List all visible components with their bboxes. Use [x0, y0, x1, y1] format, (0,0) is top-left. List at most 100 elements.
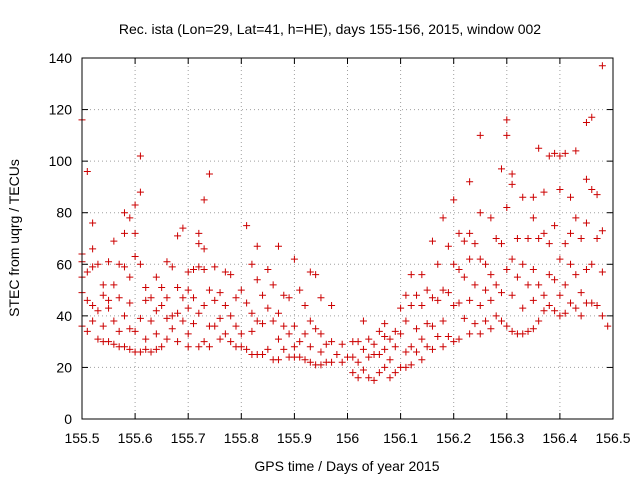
data-point [466, 229, 474, 237]
data-point [402, 317, 410, 325]
data-point [338, 358, 346, 366]
data-point [375, 327, 383, 335]
data-point [136, 348, 144, 356]
data-point [497, 317, 505, 325]
data-point [508, 180, 516, 188]
data-point [89, 245, 97, 253]
x-tick-label: 156.3 [489, 430, 524, 446]
data-point [460, 314, 468, 322]
data-point [317, 330, 325, 338]
data-point [418, 302, 426, 310]
data-point [264, 304, 272, 312]
data-point [503, 322, 511, 330]
data-point [126, 325, 134, 333]
data-point [136, 260, 144, 268]
x-tick-label: 155.7 [171, 430, 206, 446]
data-point [466, 330, 474, 338]
data-point [211, 322, 219, 330]
data-point [184, 268, 192, 276]
data-point [296, 286, 304, 294]
data-point [482, 260, 490, 268]
data-point [572, 271, 580, 279]
grid-lines [82, 58, 613, 419]
data-point [216, 289, 224, 297]
y-tick-label: 0 [64, 411, 72, 427]
data-point [503, 265, 511, 273]
data-point [545, 302, 553, 310]
data-point [519, 304, 527, 312]
data-point [274, 309, 282, 317]
data-point [529, 296, 537, 304]
data-point [466, 178, 474, 186]
data-point [115, 327, 123, 335]
data-point [540, 291, 548, 299]
data-point [359, 317, 367, 325]
data-point [120, 209, 128, 217]
data-point [588, 113, 596, 121]
data-point [582, 118, 590, 126]
data-point [593, 191, 601, 199]
data-point [450, 302, 458, 310]
data-point [476, 302, 484, 310]
data-point [354, 338, 362, 346]
data-point [195, 263, 203, 271]
data-point [567, 229, 575, 237]
data-point [593, 302, 601, 310]
data-point [567, 299, 575, 307]
data-point [492, 312, 500, 320]
data-point [120, 263, 128, 271]
data-point [269, 281, 277, 289]
data-point [407, 271, 415, 279]
data-point [460, 273, 468, 281]
data-point [365, 335, 373, 343]
data-point [561, 149, 569, 157]
data-point [301, 330, 309, 338]
data-point [598, 62, 606, 70]
data-point [359, 366, 367, 374]
data-point [280, 291, 288, 299]
data-point [163, 294, 171, 302]
data-point [519, 330, 527, 338]
data-point [126, 273, 134, 281]
data-point [588, 260, 596, 268]
data-point [428, 345, 436, 353]
y-axis-ticks: 0 20 40 60 80 100 120 140 [49, 50, 613, 427]
data-point [556, 152, 564, 160]
data-point [126, 299, 134, 307]
data-point [556, 312, 564, 320]
x-tick-label: 155.5 [64, 430, 99, 446]
data-point [588, 186, 596, 194]
data-point [375, 369, 383, 377]
data-point [163, 314, 171, 322]
data-point [582, 175, 590, 183]
data-point [524, 235, 532, 242]
data-point [556, 255, 564, 263]
data-point [434, 332, 442, 340]
data-point [545, 152, 553, 160]
data-point [349, 369, 357, 377]
data-point [115, 260, 123, 268]
data-point [577, 312, 585, 320]
data-point [142, 345, 150, 353]
data-point [99, 322, 107, 330]
data-point [221, 302, 229, 310]
data-point [545, 271, 553, 279]
data-point [110, 237, 118, 245]
data-point [423, 343, 431, 351]
data-point [561, 281, 569, 289]
data-point [259, 291, 267, 299]
data-point [476, 209, 484, 217]
data-point [152, 330, 160, 338]
data-point [551, 307, 559, 315]
y-tick-label: 20 [56, 359, 72, 375]
data-point [158, 283, 166, 291]
data-point [105, 338, 113, 346]
data-point [418, 271, 426, 279]
x-tick-label: 156.5 [595, 430, 630, 446]
data-point [285, 294, 293, 302]
data-point [190, 294, 198, 302]
data-point [142, 335, 150, 343]
data-point [439, 214, 447, 222]
data-point [280, 322, 288, 330]
x-tick-label: 156.2 [436, 430, 471, 446]
